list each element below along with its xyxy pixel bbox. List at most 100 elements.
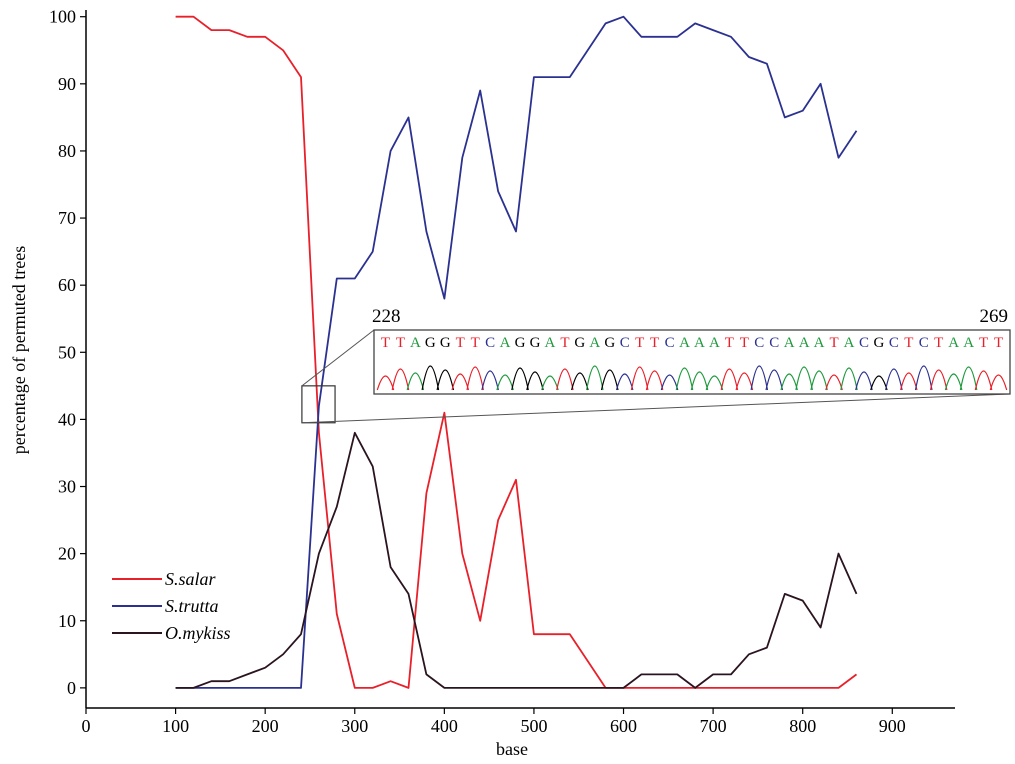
- base-letter: A: [963, 335, 974, 351]
- zoom-callout: [301, 329, 1011, 424]
- trace-peak: [436, 369, 455, 391]
- series-line-s-salar: [175, 15, 858, 689]
- trace-peak: [690, 371, 709, 391]
- trace-peak: [795, 366, 813, 391]
- legend-label: O.mykiss: [165, 623, 231, 643]
- base-letter: T: [635, 335, 644, 351]
- trace-peak: [421, 365, 440, 391]
- zoom-connector-bottom: [301, 393, 1011, 424]
- x-tick-label: 600: [610, 716, 637, 736]
- x-tick-label: 0: [82, 716, 91, 736]
- base-letter: C: [665, 335, 675, 351]
- base-letter: A: [694, 335, 705, 351]
- y-tick-label: 10: [58, 611, 76, 631]
- y-axis-title: percentage of permuted trees: [9, 246, 29, 454]
- trace-peak: [914, 365, 933, 391]
- base-letter: A: [545, 335, 556, 351]
- trace-peak: [929, 369, 948, 391]
- y-tick-label: 40: [58, 409, 76, 429]
- base-letter: G: [604, 335, 615, 351]
- trace-peak: [855, 371, 873, 391]
- trace-peak: [571, 372, 589, 391]
- base-letter: T: [740, 335, 749, 351]
- x-tick-label: 100: [162, 716, 189, 736]
- base-letter: A: [500, 335, 511, 351]
- trace-peak: [556, 368, 574, 391]
- trace-peak: [466, 366, 484, 391]
- y-tick-label: 20: [58, 544, 76, 564]
- zoom-region-box: [301, 385, 336, 424]
- base-letter: T: [396, 335, 405, 351]
- base-letter: G: [530, 335, 541, 351]
- base-letter: T: [979, 335, 988, 351]
- y-tick-label: 50: [58, 342, 76, 362]
- y-tick-label: 60: [58, 275, 76, 295]
- y-tick-label: 80: [58, 141, 76, 161]
- base-letter: A: [410, 335, 421, 351]
- trace-peak: [406, 372, 425, 391]
- trace-peak: [810, 370, 828, 391]
- trace-peak: [989, 374, 1008, 391]
- base-letter: G: [440, 335, 451, 351]
- base-letter: C: [620, 335, 630, 351]
- base-letter: T: [456, 335, 465, 351]
- series-lines: [175, 15, 858, 689]
- trace-peak: [765, 369, 784, 391]
- trace-peak: [526, 371, 544, 391]
- trace-peak: [720, 368, 739, 391]
- base-letter: T: [829, 335, 838, 351]
- y-tick-label: 90: [58, 74, 76, 94]
- base-letter: A: [784, 335, 795, 351]
- base-letter: T: [994, 335, 1003, 351]
- trace-peak: [615, 373, 634, 391]
- legend: S.salar S.trutta O.mykiss: [112, 569, 231, 643]
- base-letter: A: [679, 335, 690, 351]
- trace-peak: [586, 365, 604, 391]
- inset-frame: [373, 329, 1011, 395]
- x-tick-label: 200: [252, 716, 279, 736]
- base-letter: A: [814, 335, 825, 351]
- base-letter: C: [859, 335, 869, 351]
- trace-peak: [511, 367, 529, 391]
- base-letter: T: [725, 335, 734, 351]
- y-tick-label: 70: [58, 208, 76, 228]
- base-letter: A: [844, 335, 855, 351]
- x-tick-label: 900: [879, 716, 906, 736]
- base-letter: A: [799, 335, 810, 351]
- y-tick-label: 100: [49, 7, 76, 27]
- base-letter: C: [919, 335, 929, 351]
- x-tick-label: 800: [789, 716, 816, 736]
- x-tick-label: 500: [520, 716, 547, 736]
- base-letter: A: [948, 335, 959, 351]
- zoom-connector-top: [301, 329, 375, 387]
- trace-peak: [496, 374, 514, 391]
- legend-label: S.salar: [165, 569, 217, 589]
- base-letter: C: [889, 335, 899, 351]
- trace-peak: [541, 375, 559, 391]
- base-letter: C: [754, 335, 764, 351]
- axes: 0 100 200 300 400 500 600 700 800 900 0 10 20 30 40 50 6…: [49, 7, 955, 736]
- base-letter: C: [485, 335, 495, 351]
- base-letter: G: [574, 335, 585, 351]
- base-letter: T: [904, 335, 913, 351]
- base-letter: C: [769, 335, 779, 351]
- trace-peak: [391, 368, 410, 391]
- trace-peak: [750, 365, 769, 391]
- base-letter: T: [471, 335, 480, 351]
- trace-peak: [600, 369, 619, 391]
- legend-label: S.trutta: [165, 596, 219, 616]
- base-letter: A: [589, 335, 600, 351]
- base-letter: G: [873, 335, 884, 351]
- base-letter: G: [515, 335, 526, 351]
- trace-peak: [735, 372, 754, 391]
- trace-peak: [451, 373, 470, 391]
- x-tick-label: 400: [431, 716, 458, 736]
- base-letter: G: [425, 335, 436, 351]
- inset-end-label: 269: [980, 306, 1009, 327]
- base-letter: T: [381, 335, 390, 351]
- trace-peak: [974, 370, 993, 391]
- series-line-s-trutta: [175, 15, 858, 689]
